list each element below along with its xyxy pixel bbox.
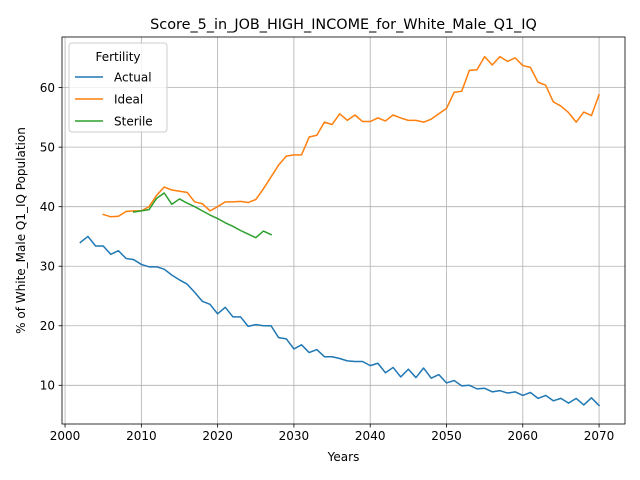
y-tick-label: 40 [40, 200, 55, 214]
legend-label: Sterile [114, 114, 153, 128]
legend-title: Fertility [95, 50, 140, 64]
x-tick-label: 2000 [50, 429, 81, 443]
gridlines [62, 37, 625, 424]
x-axis-label: Years [327, 450, 360, 464]
x-tick-label: 2060 [508, 429, 539, 443]
x-tick-label: 2040 [355, 429, 386, 443]
y-tick-label: 50 [40, 140, 55, 154]
legend-label: Ideal [114, 92, 143, 106]
y-tick-label: 10 [40, 379, 55, 393]
chart-title: Score_5_in_JOB_HIGH_INCOME_for_White_Mal… [150, 17, 537, 33]
x-tick-label: 2070 [584, 429, 615, 443]
x-tick-label: 2010 [126, 429, 157, 443]
y-axis-ticks: 10 20 30 40 50 60 [40, 81, 62, 393]
legend-box [68, 42, 168, 133]
legend-items: Actual Ideal Sterile [75, 70, 153, 128]
series-line-actual [79, 235, 601, 407]
x-tick-label: 2030 [279, 429, 310, 443]
y-tick-label: 60 [40, 81, 55, 95]
y-axis-label: % of White_Male Q1_IQ Population [14, 127, 28, 334]
legend-label: Actual [114, 70, 152, 84]
legend: Fertility Actual Ideal Sterile [68, 42, 168, 133]
x-tick-label: 2050 [431, 429, 462, 443]
x-tick-label: 2020 [202, 429, 233, 443]
series-line-sterile [132, 192, 273, 239]
series-line-ideal [102, 55, 601, 218]
y-tick-label: 30 [40, 260, 55, 274]
x-axis-ticks: 2000 2010 2020 2030 2040 2050 2060 2070 [50, 424, 615, 443]
y-tick-label: 20 [40, 319, 55, 333]
series-lines [79, 55, 601, 407]
plot-frame [61, 36, 626, 425]
